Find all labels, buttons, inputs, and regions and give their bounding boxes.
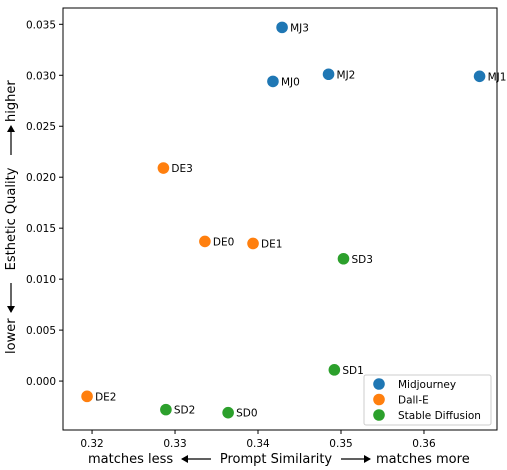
legend-label: Midjourney <box>398 379 456 391</box>
x-axis-label-left: matches less <box>88 452 173 467</box>
y-tick-label: 0.030 <box>26 70 56 82</box>
point-label-sd3: SD3 <box>351 254 372 266</box>
y-tick-label: 0.020 <box>26 172 56 184</box>
point-label-sd2: SD2 <box>174 405 195 417</box>
x-axis-title: Prompt Similarity <box>220 452 333 467</box>
legend-label: Dall-E <box>398 395 429 407</box>
point-label-mj3: MJ3 <box>290 22 309 34</box>
plot-frame <box>62 7 498 431</box>
point-de3 <box>157 162 170 174</box>
y-axis-title: Esthetic Quality <box>4 167 19 270</box>
point-sd3 <box>337 252 350 265</box>
point-sd1 <box>328 364 341 376</box>
legend-box <box>363 374 492 426</box>
point-label-de0: DE0 <box>213 236 234 248</box>
axis-ticks: 0.32 0.33 0.34 0.35 0.36 0.000 0.005 0.010 0.015… <box>26 19 436 450</box>
point-mj0 <box>267 75 279 88</box>
x-axis-label-right: matches more <box>376 452 470 467</box>
legend-marker-0 <box>373 378 385 390</box>
y-tick-label: 0.010 <box>26 274 56 286</box>
legend-label: Stable Diffusion <box>398 410 481 422</box>
x-tick-label: 0.32 <box>80 438 103 450</box>
point-label-de1: DE1 <box>261 238 282 250</box>
point-de1 <box>247 237 259 250</box>
x-tick-label: 0.33 <box>163 438 186 450</box>
point-label-mj2: MJ2 <box>337 69 356 81</box>
point-sd2 <box>160 403 172 416</box>
point-label-mj0: MJ0 <box>281 76 300 88</box>
y-tick-label: 0.015 <box>26 223 56 235</box>
y-axis-label-high: higher <box>4 80 19 122</box>
legend-marker-1 <box>373 393 385 406</box>
point-mj3 <box>276 21 288 34</box>
x-tick-label: 0.35 <box>329 438 352 450</box>
y-tick-label: 0.025 <box>26 121 56 133</box>
point-label-sd1: SD1 <box>342 365 363 377</box>
y-tick-label: 0.035 <box>26 19 56 31</box>
legend-marker-2 <box>373 409 385 421</box>
point-mj2 <box>322 68 335 81</box>
point-de2 <box>81 390 93 403</box>
point-mj1 <box>473 70 486 83</box>
x-tick-label: 0.36 <box>412 438 436 450</box>
point-de0 <box>199 235 211 248</box>
y-tick-label: 0.005 <box>26 325 56 337</box>
x-tick-label: 0.34 <box>246 438 270 450</box>
point-label-de2: DE2 <box>95 391 116 403</box>
point-sd0 <box>222 406 234 419</box>
y-axis-label-low: lower <box>4 318 19 354</box>
point-label-de3: DE3 <box>171 163 192 175</box>
point-label-sd0: SD0 <box>236 408 257 420</box>
legend: Midjourney Dall-E Stable Diffusion <box>363 374 492 426</box>
y-tick-label: 0.000 <box>26 376 56 388</box>
